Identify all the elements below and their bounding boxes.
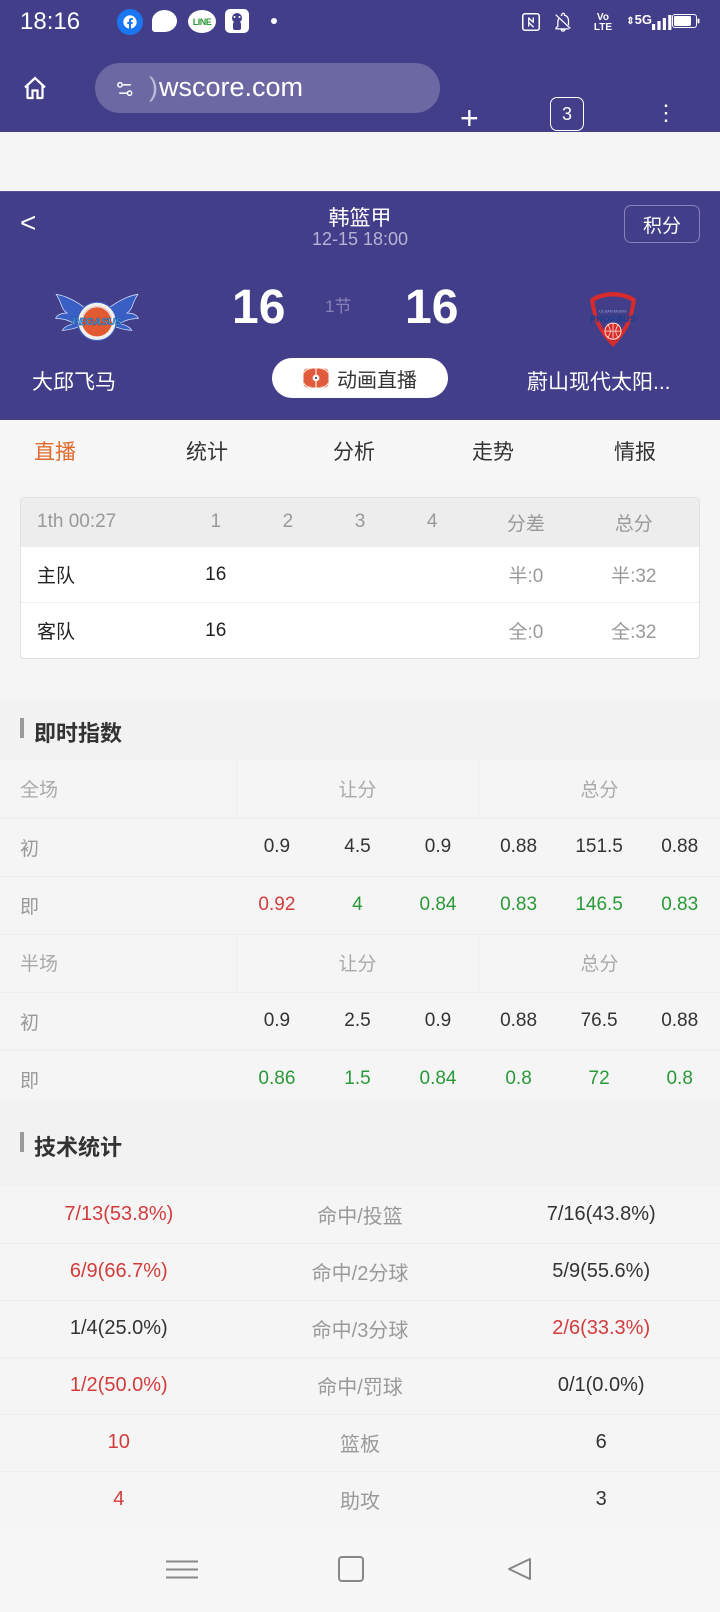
svg-text:ULSAN MOBIS: ULSAN MOBIS: [599, 309, 627, 314]
svg-text:PEGASUS: PEGASUS: [72, 317, 122, 328]
svg-text:PHOEBUS: PHOEBUS: [590, 314, 636, 324]
